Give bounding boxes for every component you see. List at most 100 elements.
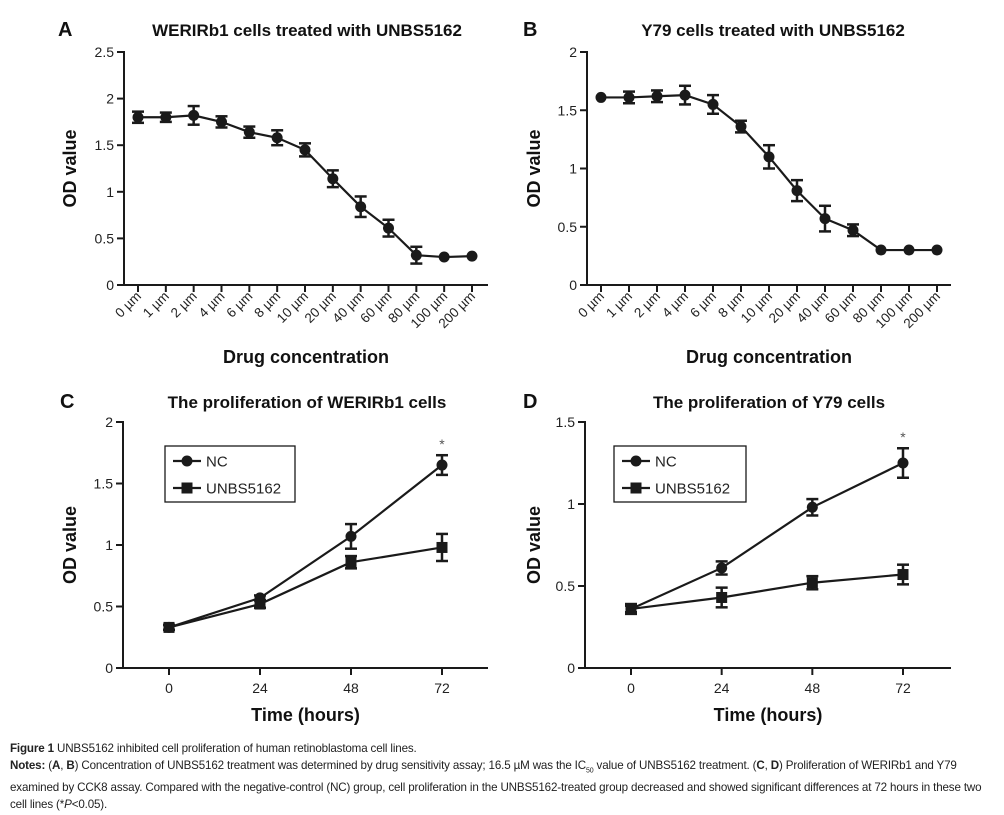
legend-item: NC (622, 454, 677, 471)
chart-title: The proliferation of WERIRb1 cells (168, 393, 447, 412)
x-tick-label: 1 µm (603, 289, 635, 321)
y-tick-label: 2 (569, 44, 577, 60)
x-tick-label: 0 µm (112, 289, 144, 321)
x-tick-label: 4 µm (659, 289, 691, 321)
series-y79 (595, 84, 943, 256)
data-point-square (716, 591, 728, 603)
x-axis-label: Time (hours) (714, 705, 823, 725)
notes-panel-ref: B (66, 759, 75, 772)
notes-italic: P (64, 798, 72, 812)
y-tick-label: 1 (567, 496, 575, 512)
y-tick-label: 2 (105, 414, 113, 430)
y-axis-label: OD value (524, 506, 544, 584)
y-tick-label: 1 (105, 537, 113, 553)
legend-item: UNBS5162 (173, 481, 281, 498)
y-tick-label: 0.5 (95, 230, 115, 246)
notes-panel-ref: D (770, 759, 780, 772)
x-tick-label: 72 (895, 680, 911, 696)
chart-panel-b: B Y79 cells treated with UNBS5162 0 0.5 1 1.5… (523, 19, 951, 367)
y-tick-label: 1.5 (95, 137, 115, 153)
data-point-circle (897, 457, 909, 469)
legend-item: UNBS5162 (622, 481, 730, 498)
figure: A WERIRb1 cells treated with UNBS5162 0 0.5… (58, 19, 951, 725)
notes-text: value of UNBS5162 treatment. ( (593, 759, 757, 772)
legend-label: UNBS5162 (655, 481, 730, 498)
y-tick-label: 0.5 (94, 599, 114, 615)
series-werirb1 (132, 104, 478, 265)
data-point-circle (716, 562, 728, 574)
data-point-circle (160, 111, 172, 123)
notes-panel-ref: A (51, 759, 61, 772)
chart-panel-d: D The proliferation of Y79 cells 0 0.5 1 1.5 0… (523, 391, 951, 725)
x-axis-label: Time (hours) (251, 705, 360, 725)
notes-text: , (60, 759, 67, 772)
legend-marker-circle (181, 455, 193, 467)
caption-title-line: Figure 1 UNBS5162 inhibited cell prolife… (10, 740, 1000, 757)
data-point-circle (438, 251, 450, 263)
x-tick-label: 6 µm (687, 289, 719, 321)
panel-label: D (523, 391, 537, 413)
legend-marker-square (630, 482, 642, 494)
data-point-circle (875, 244, 887, 256)
series-line (630, 573, 904, 611)
significance-annotation: * (439, 436, 445, 452)
x-tick-label: 24 (714, 680, 730, 696)
data-point-circle (763, 151, 775, 163)
chart-title: WERIRb1 cells treated with UNBS5162 (152, 21, 462, 40)
series-unbs5162 (625, 563, 909, 616)
notes-subscript: 50 (585, 767, 594, 775)
y-tick-label: 1 (569, 161, 577, 177)
y-axis-label: OD value (60, 506, 80, 584)
x-tick-label: 2 µm (631, 289, 663, 321)
y-axis-label: OD value (60, 129, 80, 207)
data-point-circle (271, 132, 283, 144)
x-tick-label: 72 (434, 680, 450, 696)
data-point-circle (651, 90, 663, 102)
notes-text: ) Concentration of UNBS5162 treatment wa… (74, 759, 587, 772)
series-line (630, 462, 904, 610)
legend-label: NC (655, 454, 677, 471)
notes-text: , (764, 759, 771, 772)
data-point-circle (791, 185, 803, 197)
chart-title: The proliferation of Y79 cells (653, 393, 885, 412)
x-tick-label: 48 (805, 680, 821, 696)
data-point-square (625, 603, 637, 615)
data-point-square (897, 569, 909, 581)
data-point-circle (819, 213, 831, 225)
legend-marker-square (181, 482, 193, 494)
x-tick-label: 6 µm (223, 289, 255, 321)
data-point-circle (243, 126, 255, 138)
legend-label: UNBS5162 (206, 481, 281, 498)
data-point-circle (735, 121, 747, 133)
y-tick-label: 0 (106, 277, 114, 293)
data-point-circle (132, 111, 144, 123)
chart-panel-a: A WERIRb1 cells treated with UNBS5162 0 0.5… (58, 19, 488, 367)
y-axis-label: OD value (524, 129, 544, 207)
x-axis-label: Drug concentration (223, 347, 389, 367)
data-point-circle (436, 459, 448, 471)
notes-panel-ref: C (756, 759, 765, 772)
panel-label: B (523, 19, 537, 41)
data-point-square (345, 556, 357, 568)
y-tick-label: 1.5 (558, 102, 578, 118)
chart-panel-c: C The proliferation of WERIRb1 cells 0 0.5 1… (60, 391, 488, 725)
panel-label: A (58, 19, 72, 41)
data-point-circle (806, 501, 818, 513)
y-tick-label: 0 (567, 660, 575, 676)
y-tick-label: 2.5 (95, 44, 115, 60)
data-point-square (806, 577, 818, 589)
y-tick-label: 1.5 (556, 414, 576, 430)
significance-annotation: * (900, 429, 906, 445)
notes-text: ) Proliferation of WERIRb1 and Y79 exami… (10, 759, 982, 812)
data-point-circle (623, 91, 635, 103)
y-tick-label: 1 (106, 184, 114, 200)
legend: NC UNBS5162 (164, 445, 296, 503)
x-tick-label: 2 µm (168, 289, 200, 321)
y-tick-label: 0.5 (556, 578, 576, 594)
x-tick-label: 1 µm (140, 289, 172, 321)
data-point-circle (847, 224, 859, 236)
data-point-circle (383, 222, 394, 234)
y-tick-label: 1.5 (94, 476, 114, 492)
x-tick-label: 24 (252, 680, 268, 696)
data-point-circle (327, 173, 339, 185)
